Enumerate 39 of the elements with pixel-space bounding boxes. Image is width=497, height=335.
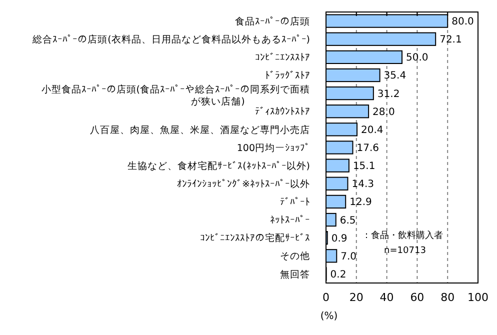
y-tick-label: その他	[280, 250, 310, 262]
y-tick-label: 無回答	[280, 268, 310, 280]
x-tick-label: 40	[380, 291, 394, 304]
y-tick-label: ﾈｯﾄｽｰﾊﾟｰ	[270, 215, 310, 226]
y-tick-label: ｺﾝﾋﾞﾆｴﾝｽｽﾄｱの宅配ｻｰﾋﾞｽ	[200, 232, 310, 244]
x-tick-label: 0	[322, 291, 330, 304]
data-label: 15.1	[352, 161, 376, 172]
data-label: 17.6	[356, 143, 380, 154]
data-label: 7.0	[340, 251, 357, 262]
data-label: 28.0	[372, 106, 395, 118]
x-axis-title: (%)	[320, 311, 338, 322]
data-label: 14.3	[352, 179, 374, 190]
data-label: 6.5	[340, 215, 356, 226]
y-tick-label: ﾃﾞｨｽｶｳﾝﾄｽﾄｱ	[255, 106, 310, 118]
y-tick-label: 八百屋、肉屋、魚屋、米屋、酒屋など専門小売店	[90, 124, 310, 136]
data-label: 80.0	[452, 16, 474, 28]
data-label: 0.2	[330, 269, 346, 280]
y-tick-label: 生協など、食材宅配ｻｰﾋﾞｽ(ﾈｯﾄｽｰﾊﾟｰ以外)	[128, 160, 310, 172]
data-label: 12.9	[350, 197, 372, 208]
data-label: 0.9	[331, 233, 348, 244]
data-label: 20.4	[361, 124, 384, 136]
x-tick-label: 20	[349, 291, 364, 304]
x-tick-label: 60	[410, 291, 424, 304]
data-label: 50.0	[406, 52, 428, 64]
x-tick-label: 100	[468, 291, 488, 304]
y-tick-label: 小型食品ｽｰﾊﾟｰの店頭(食品ｽｰﾊﾟｰや総合ｽｰﾊﾟｰの同系列で面積が狭い店舗)	[41, 84, 310, 108]
y-tick-label: ｵﾝﾗｲﾝｼｮｯﾋﾟﾝｸﾞ※ﾈｯﾄｽｰﾊﾟｰ以外	[177, 178, 310, 190]
y-tick-label: 100円均ーｼｮｯﾌﾟ	[236, 142, 310, 154]
data-label: 72.1	[440, 34, 462, 46]
y-tick-label: ｺﾝﾋﾞﾆｴﾝｽｽﾄｱ	[255, 51, 310, 64]
y-tick-label: ﾄﾞﾗｯｸﾞｽﾄｱ	[265, 70, 310, 82]
data-label: 31.2	[377, 88, 400, 100]
x-tick-label: 80	[440, 291, 455, 304]
y-tick-label: 総合ｽｰﾊﾟｰの店頭(衣料品、日用品など食料品以外もあるｽｰﾊﾟｰ)	[32, 33, 310, 46]
annotation: ：食品・飲料購入者	[362, 230, 443, 241]
data-label: 35.4	[384, 70, 406, 82]
y-tick-label: ﾃﾞﾊﾟｰﾄ	[280, 196, 310, 208]
y-tick-label: 食品ｽｰﾊﾟｰの店頭	[235, 15, 310, 28]
annotation: n=10713	[384, 246, 426, 256]
